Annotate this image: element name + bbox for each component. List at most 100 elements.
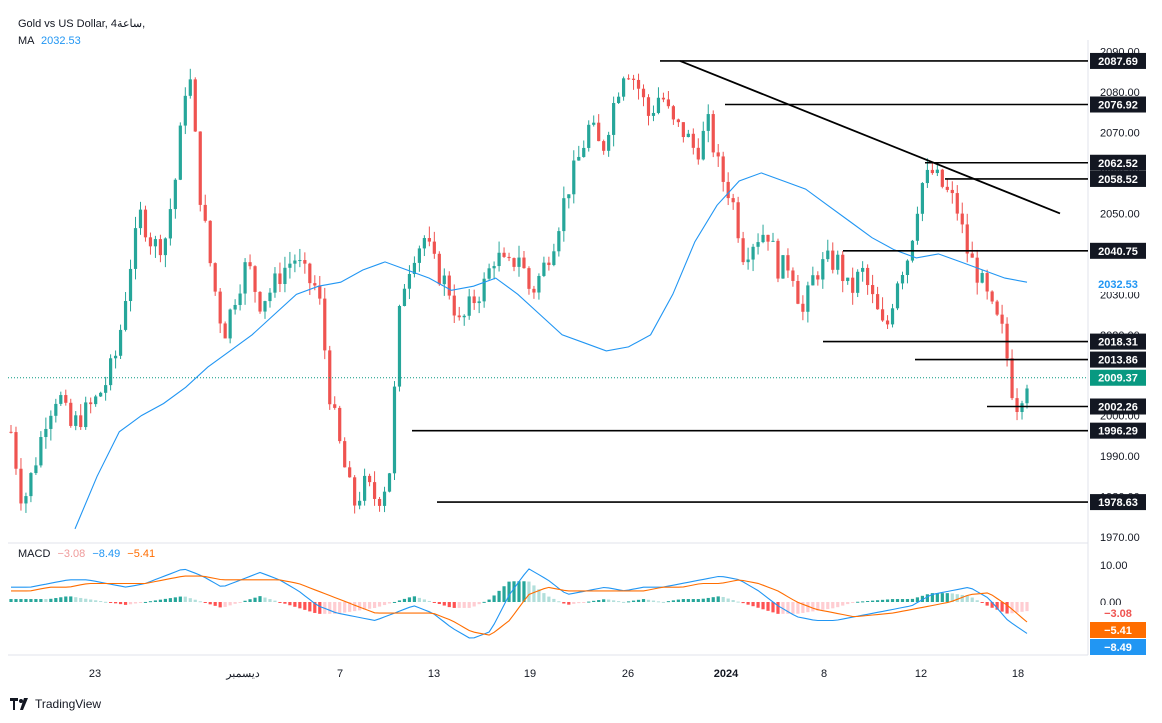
candle-body [49, 415, 53, 429]
candle-body [173, 179, 177, 210]
candle-body [970, 253, 974, 258]
macd-histogram-bar [811, 602, 815, 612]
macd-histogram-bar [333, 602, 337, 614]
level-price-label: 1996.29 [1098, 426, 1138, 438]
candle-body [856, 271, 860, 293]
candle-body [512, 258, 516, 267]
macd-histogram-bar [467, 602, 471, 608]
macd-histogram-bar [303, 602, 307, 610]
candle-body [761, 234, 765, 243]
macd-histogram-bar [104, 601, 108, 603]
macd-histogram-bar [990, 602, 994, 608]
candle-body [278, 273, 282, 285]
macd-histogram-bar [338, 602, 342, 614]
macd-histogram-bar [123, 602, 128, 605]
macd-histogram-bar [417, 597, 421, 602]
macd-histogram-bar [472, 602, 476, 607]
macd-histogram-bar [816, 602, 820, 611]
macd-histogram-bar [681, 599, 685, 602]
macd-histogram-bar [218, 602, 222, 608]
macd-histogram-bar [612, 600, 616, 602]
candle-body [612, 102, 616, 135]
macd-histogram-bar [726, 598, 730, 602]
candle-body [890, 308, 895, 325]
macd-histogram-bar [497, 590, 501, 602]
macd-histogram-bar [801, 602, 805, 613]
tradingview-icon [10, 698, 28, 710]
macd-histogram-bar [626, 601, 631, 603]
candle-body [79, 415, 83, 428]
macd-tick-label: 10.00 [1100, 560, 1128, 572]
candle-body [118, 329, 123, 356]
macd-histogram-bar [382, 602, 387, 606]
candle-body [766, 234, 770, 242]
candle-body [417, 248, 421, 263]
candle-body [158, 239, 163, 256]
trend-line [679, 60, 1061, 215]
macd-histogram-bar [193, 599, 197, 602]
macd-histogram-bar [273, 600, 277, 602]
candle-body [641, 88, 646, 98]
candle-body [148, 237, 153, 247]
macd-histogram-bar [631, 600, 636, 602]
macd-hist-price-label: −3.08 [1104, 608, 1132, 620]
candle-body [467, 296, 471, 316]
candle-body [930, 169, 934, 174]
candle-body [940, 169, 944, 187]
macd-signal-price-label-box [1090, 622, 1146, 638]
candle-body [607, 134, 611, 151]
candle-body [686, 133, 690, 138]
current-price-label: 2009.37 [1098, 373, 1138, 385]
macd-histogram-bar [880, 599, 885, 602]
candle-body [1025, 388, 1029, 404]
macd-histogram-bar [138, 602, 143, 603]
candle-body [975, 257, 979, 283]
candle-body [905, 260, 910, 276]
macd-legend[interactable]: MACD −3.08 −8.49 −5.41 [18, 548, 155, 560]
macd-hist-legend: −3.08 [57, 548, 86, 560]
candle-body [363, 475, 367, 501]
macd-histogram-bar [427, 600, 431, 602]
signal-line [11, 575, 1028, 636]
candle-body [243, 262, 247, 294]
macd-histogram-bar [826, 602, 830, 610]
macd-histogram-bar [970, 597, 974, 602]
macd-histogram-bar [905, 599, 910, 602]
candle-body [348, 467, 352, 478]
macd-histogram-bar [985, 602, 989, 606]
candle-body [636, 79, 641, 89]
macd-histogram-bar [945, 593, 949, 602]
candle-body [9, 431, 13, 433]
candle-body [592, 122, 596, 125]
candle-body [995, 301, 999, 315]
candle-body [796, 280, 800, 304]
macd-histogram-bar [721, 596, 725, 602]
candle-body [955, 193, 959, 214]
candle-body [900, 275, 905, 284]
macd-histogram-bar [89, 599, 93, 602]
candle-body [582, 147, 586, 157]
candle-body [547, 262, 551, 266]
ma-legend-value: 2032.53 [40, 35, 81, 47]
macd-histogram-bar [387, 602, 392, 604]
level-price-label-box [1090, 170, 1146, 187]
macd-histogram-bar [517, 581, 521, 602]
candle-body [965, 224, 969, 254]
symbol-title[interactable]: Gold vs US Dollar, 4ساعة, [18, 17, 145, 30]
candle-body [990, 291, 994, 302]
macd-histogram-bar [920, 595, 925, 602]
time-tick-label: 8 [821, 668, 827, 680]
moving-average-line [74, 172, 1028, 530]
candle-body [851, 277, 855, 293]
ma-legend[interactable]: MA 2032.53 [18, 35, 81, 47]
candle-body [372, 482, 377, 499]
time-tick-label: 13 [428, 668, 440, 680]
level-price-label: 2018.31 [1098, 337, 1138, 349]
level-price-label: 2040.75 [1098, 246, 1138, 258]
macd-histogram-bar [716, 596, 720, 602]
tradingview-logo[interactable]: TradingView [10, 697, 101, 711]
macd-histogram-bar [19, 599, 23, 602]
macd-histogram-bar [14, 599, 18, 602]
macd-histogram-bar [228, 602, 232, 606]
